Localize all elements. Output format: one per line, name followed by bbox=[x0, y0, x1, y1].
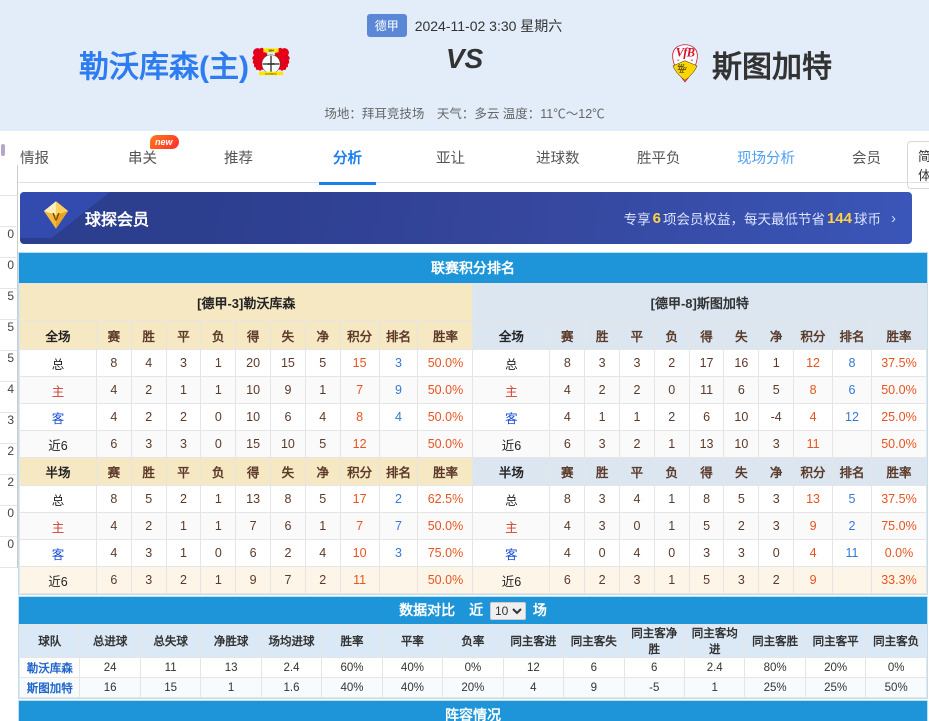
svg-text:V: V bbox=[52, 212, 60, 224]
svg-text:VfB: VfB bbox=[676, 46, 695, 60]
svg-text:1904: 1904 bbox=[268, 50, 274, 53]
